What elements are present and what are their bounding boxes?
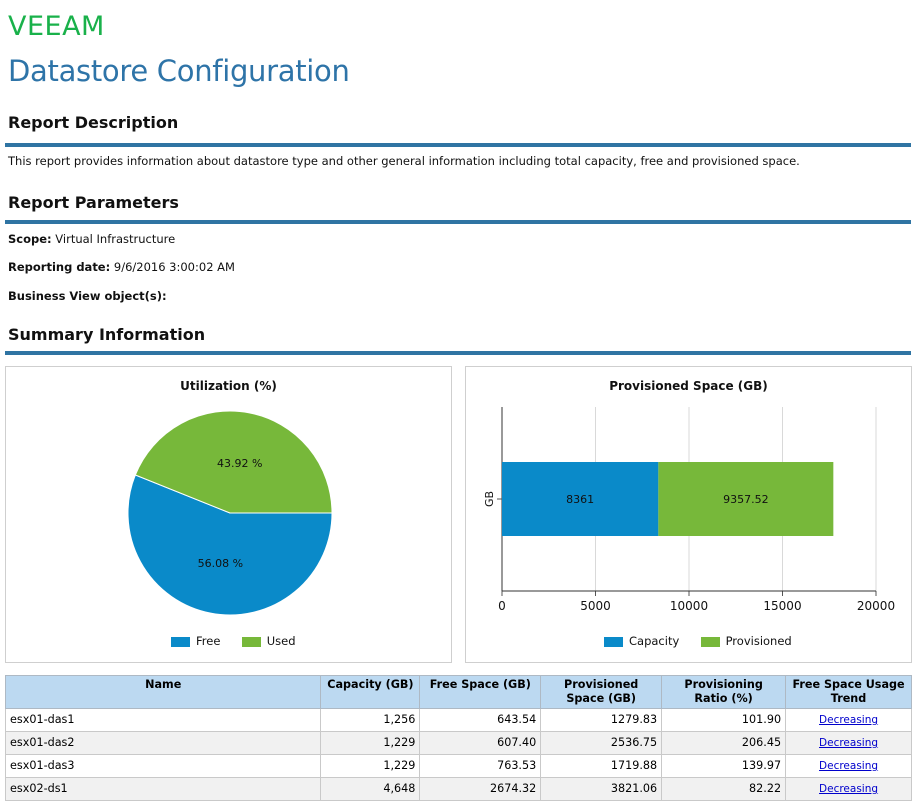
reporting-date-value: 9/6/2016 3:00:02 AM: [113, 260, 235, 274]
table-row: esx01-das1 1,256 643.54 1279.83 101.90 D…: [4, 708, 912, 732]
section-divider: [5, 143, 911, 147]
cell-trend: Decreasing: [785, 777, 912, 801]
cell-trend: Decreasing: [785, 708, 912, 732]
report-description-heading: Report Description: [8, 113, 179, 132]
column-header-free-space: Free Space (GB): [419, 675, 542, 709]
table-row: esx01-das2 1,229 607.40 2536.75 206.45 D…: [4, 731, 912, 755]
provisioned-bar-chart: 0 5000 10000 15000 20000 GB 8361 9357.52: [483, 407, 895, 613]
cell-name: esx01-das2: [4, 731, 322, 755]
pie-slice-label-free: 56.08 %: [198, 557, 243, 570]
legend-swatch-used: [241, 636, 261, 647]
scope-value: Virtual Infrastructure: [55, 232, 176, 246]
cell-trend: Decreasing: [785, 754, 912, 778]
bar-capacity: [502, 462, 659, 536]
svg-text:VEEAM: VEEAM: [8, 12, 105, 38]
table-row: esx02-ds1 4,648 2674.32 3821.06 82.22 De…: [4, 777, 912, 801]
table-header-row: Name Capacity (GB) Free Space (GB) Provi…: [4, 675, 912, 709]
cell-capacity: 1,229: [320, 754, 421, 778]
summary-heading: Summary Information: [8, 325, 206, 344]
x-tick-label: 5000: [580, 599, 611, 613]
provisioned-chart-title: Provisioned Space (GB): [609, 379, 768, 393]
legend-label-capacity: Capacity: [629, 634, 680, 648]
business-view-label: Business View object(s):: [8, 289, 167, 303]
legend-swatch-free: [171, 636, 190, 647]
reporting-date-param: Reporting date: 9/6/2016 3:00:02 AM: [8, 260, 235, 274]
section-divider: [5, 351, 911, 355]
cell-provisioning-ratio: 206.45: [661, 731, 787, 755]
cell-provisioned-space: 1279.83: [540, 708, 663, 732]
veeam-logo: VEEAM: [8, 11, 124, 42]
cell-provisioned-space: 2536.75: [540, 731, 663, 755]
legend-label-provisioned: Provisioned: [725, 634, 792, 648]
y-category-label: GB: [483, 491, 496, 507]
cell-capacity: 4,648: [320, 777, 421, 801]
bar-provisioned: [658, 462, 834, 536]
datastore-table: Name Capacity (GB) Free Space (GB) Provi…: [4, 675, 912, 801]
cell-free-space: 607.40: [419, 731, 542, 755]
utilization-chart-panel: Utilization (%) 56.08 % 43.92 % Free Used: [5, 366, 452, 663]
column-header-provisioned-space: Provisioned Space (GB): [540, 675, 663, 709]
column-header-provisioning-ratio: Provisioning Ratio (%): [661, 675, 787, 709]
legend-swatch-capacity: [604, 636, 623, 647]
x-tick-label: 20000: [857, 599, 895, 613]
column-header-trend: Free Space Usage Trend: [785, 675, 912, 709]
column-header-name: Name: [4, 675, 322, 709]
trend-link[interactable]: Decreasing: [819, 783, 879, 795]
cell-capacity: 1,229: [320, 731, 421, 755]
cell-name: esx02-ds1: [4, 777, 322, 801]
legend-swatch-provisioned: [700, 636, 720, 647]
provisioned-chart-panel: Provisioned Space (GB) 0 5000 10000 15000 20…: [465, 366, 912, 663]
reporting-date-label: Reporting date:: [8, 260, 111, 274]
cell-provisioning-ratio: 101.90: [661, 708, 787, 732]
cell-name: esx01-das3: [4, 754, 322, 778]
trend-link[interactable]: Decreasing: [819, 760, 879, 772]
cell-provisioning-ratio: 82.22: [661, 777, 787, 801]
pie-legend: Free Used: [171, 634, 296, 648]
x-tick-label: 0: [498, 599, 506, 613]
cell-capacity: 1,256: [320, 708, 421, 732]
cell-free-space: 763.53: [419, 754, 542, 778]
cell-trend: Decreasing: [785, 731, 912, 755]
x-tick-label: 10000: [670, 599, 708, 613]
pie-slice-used: [134, 410, 333, 514]
business-view-param: Business View object(s):: [8, 289, 167, 303]
cell-provisioned-space: 3821.06: [540, 777, 663, 801]
x-tick-label: 15000: [763, 599, 801, 613]
cell-name: esx01-das1: [4, 708, 322, 732]
column-header-capacity: Capacity (GB): [320, 675, 421, 709]
page-title: Datastore Configuration: [8, 54, 350, 88]
cell-provisioning-ratio: 139.97: [661, 754, 787, 778]
veeam-logo-mark: VEEAM: [8, 11, 105, 42]
report-parameters-heading: Report Parameters: [8, 193, 179, 212]
cell-free-space: 2674.32: [419, 777, 542, 801]
scope-label: Scope:: [8, 232, 52, 246]
utilization-chart-title: Utilization (%): [180, 379, 277, 393]
trend-link[interactable]: Decreasing: [819, 737, 879, 749]
table-row: esx01-das3 1,229 763.53 1719.88 139.97 D…: [4, 754, 912, 778]
cell-provisioned-space: 1719.88: [540, 754, 663, 778]
pie-slice-free: [127, 474, 333, 616]
utilization-pie-chart: 56.08 % 43.92 %: [127, 410, 333, 616]
bar-label-provisioned: 9357.52: [723, 493, 769, 506]
cell-free-space: 643.54: [419, 708, 542, 732]
bar-label-capacity: 8361: [566, 493, 594, 506]
scope-param: Scope: Virtual Infrastructure: [8, 232, 175, 246]
legend-label-used: Used: [266, 634, 296, 648]
trend-link[interactable]: Decreasing: [819, 714, 879, 726]
bar-legend: Capacity Provisioned: [604, 634, 792, 648]
report-description-text: This report provides information about d…: [8, 154, 800, 168]
legend-label-free: Free: [196, 634, 221, 648]
pie-slice-label-used: 43.92 %: [217, 457, 262, 470]
section-divider: [5, 220, 911, 224]
